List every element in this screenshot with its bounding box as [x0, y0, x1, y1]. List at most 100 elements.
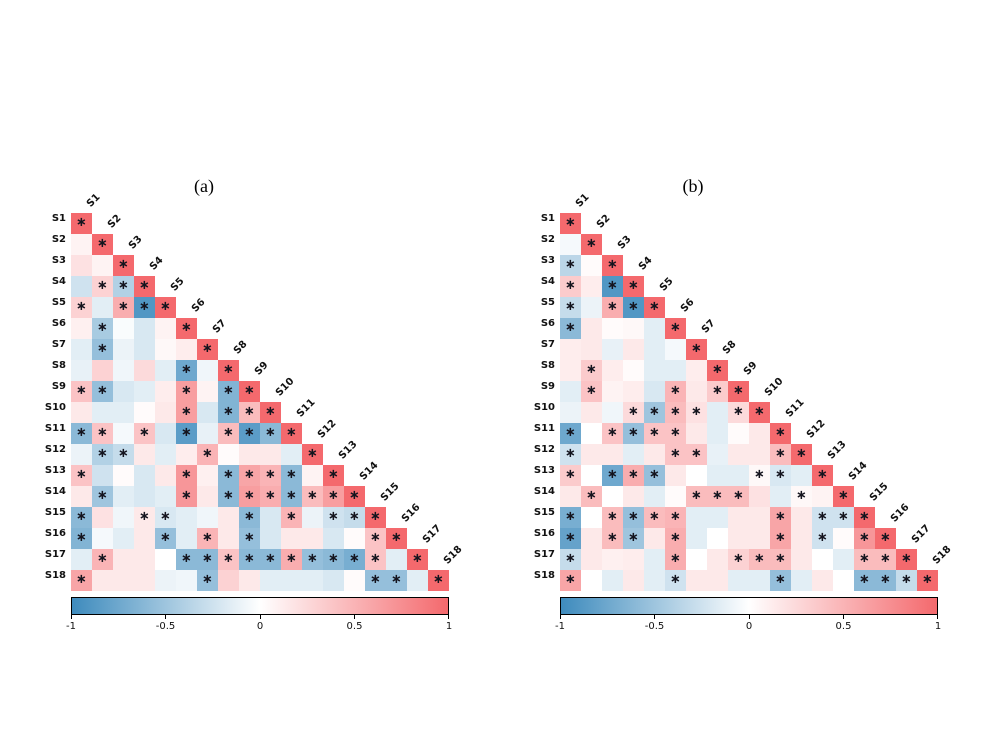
- heatmap-cell: ∗: [728, 381, 749, 402]
- heatmap-cell: ∗: [155, 297, 176, 318]
- heatmap-cell: [344, 528, 365, 549]
- heatmap-cell: ∗: [623, 423, 644, 444]
- heatmap-cell: [134, 549, 155, 570]
- significance-marker: ∗: [880, 530, 891, 545]
- colorbar-tick: [560, 615, 561, 619]
- heatmap-cell: ∗: [686, 444, 707, 465]
- colorbar-tick-label: 1: [445, 621, 453, 632]
- heatmap-cell: ∗: [134, 276, 155, 297]
- heatmap-cell: ∗: [560, 213, 581, 234]
- significance-marker: ∗: [265, 425, 276, 440]
- heatmap-cell: ∗: [770, 423, 791, 444]
- heatmap-cell: ∗: [239, 528, 260, 549]
- significance-marker: ∗: [628, 467, 639, 482]
- significance-marker: ∗: [607, 278, 618, 293]
- row-label: S6: [540, 318, 555, 329]
- significance-marker: ∗: [649, 299, 660, 314]
- heatmap-cell: ∗: [365, 528, 386, 549]
- heatmap-cell: [707, 423, 728, 444]
- heatmap-cell: ∗: [770, 549, 791, 570]
- significance-marker: ∗: [244, 488, 255, 503]
- column-label: S4: [147, 254, 166, 273]
- heatmap-cell: [749, 507, 770, 528]
- heatmap-cell: ∗: [581, 486, 602, 507]
- row-label: S8: [51, 360, 66, 371]
- heatmap-cell: ∗: [770, 444, 791, 465]
- significance-marker: ∗: [691, 488, 702, 503]
- heatmap-cell: [581, 444, 602, 465]
- significance-marker: ∗: [370, 551, 381, 566]
- heatmap-cell: ∗: [260, 486, 281, 507]
- heatmap-cell: ∗: [602, 507, 623, 528]
- significance-marker: ∗: [328, 488, 339, 503]
- heatmap-cell: ∗: [791, 486, 812, 507]
- heatmap-cell: [728, 423, 749, 444]
- heatmap-cell: [155, 423, 176, 444]
- heatmap-cell: [602, 402, 623, 423]
- panel-b-title: (b): [682, 176, 704, 196]
- heatmap-cell: ∗: [560, 549, 581, 570]
- heatmap-cell: [197, 402, 218, 423]
- significance-marker: ∗: [391, 572, 402, 587]
- significance-marker: ∗: [349, 488, 360, 503]
- heatmap-cell: [155, 339, 176, 360]
- heatmap-cell: ∗: [176, 486, 197, 507]
- heatmap-cell: [560, 381, 581, 402]
- heatmap-cell: ∗: [281, 549, 302, 570]
- significance-marker: ∗: [901, 551, 912, 566]
- significance-marker: ∗: [712, 362, 723, 377]
- significance-marker: ∗: [670, 320, 681, 335]
- significance-marker: ∗: [565, 278, 576, 293]
- significance-marker: ∗: [370, 572, 381, 587]
- row-label: S2: [51, 234, 66, 245]
- heatmap-cell: [134, 528, 155, 549]
- heatmap-cell: [155, 381, 176, 402]
- heatmap-cell: ∗: [218, 549, 239, 570]
- row-label: S8: [540, 360, 555, 371]
- significance-marker: ∗: [433, 572, 444, 587]
- significance-marker: ∗: [880, 551, 891, 566]
- significance-marker: ∗: [670, 530, 681, 545]
- heatmap-cell: [581, 423, 602, 444]
- row-label: S17: [44, 549, 66, 560]
- significance-marker: ∗: [76, 467, 87, 482]
- panel-b: (b) ∗ S1 S1 ∗ S2 S2 ∗ ∗ S3 S3 ∗ ∗ ∗ S4 S4 ∗ ∗ ∗ ∗ S5 S5 ∗ ∗ S6 S…: [534, 176, 954, 653]
- significance-marker: ∗: [244, 530, 255, 545]
- heatmap-cell: [176, 528, 197, 549]
- heatmap-cell: [71, 402, 92, 423]
- heatmap-cell: ∗: [749, 402, 770, 423]
- heatmap-cell: ∗: [770, 528, 791, 549]
- heatmap-cell: ∗: [92, 486, 113, 507]
- significance-marker: ∗: [181, 467, 192, 482]
- significance-marker: ∗: [265, 488, 276, 503]
- heatmap-cell: ∗: [896, 570, 917, 591]
- heatmap-cell: ∗: [176, 549, 197, 570]
- panel-a-colorbar: -1 -0.5 0 0.5 1: [66, 597, 453, 642]
- significance-marker: ∗: [649, 509, 660, 524]
- heatmap-cell: [812, 570, 833, 591]
- heatmap-cell: [197, 507, 218, 528]
- panel-a: (a) ∗ S1 S1 ∗ S2 S2 ∗ S3 S3 ∗ ∗ ∗ S4 S4 ∗ ∗ ∗ ∗ S5 S5 ∗ ∗ S6 S6…: [45, 176, 465, 653]
- row-label: S15: [44, 507, 66, 518]
- significance-marker: ∗: [307, 446, 318, 461]
- colorbar-tick: [448, 615, 449, 619]
- significance-marker: ∗: [76, 425, 87, 440]
- significance-marker: ∗: [97, 551, 108, 566]
- row-label: S2: [540, 234, 555, 245]
- colorbar-tick: [843, 615, 844, 619]
- heatmap-cell: [197, 486, 218, 507]
- heatmap-cell: [707, 507, 728, 528]
- heatmap-cell: ∗: [71, 570, 92, 591]
- heatmap-cell: [302, 528, 323, 549]
- heatmap-cell: ∗: [71, 381, 92, 402]
- significance-marker: ∗: [265, 467, 276, 482]
- heatmap-cell: ∗: [218, 381, 239, 402]
- panel-a-colorbar-gradient: [71, 597, 449, 615]
- row-label: S11: [533, 423, 555, 434]
- heatmap-cell: [644, 318, 665, 339]
- column-label: S7: [210, 317, 229, 336]
- panel-b-colorbar-gradient: [560, 597, 938, 615]
- significance-marker: ∗: [139, 299, 150, 314]
- heatmap-cell: ∗: [560, 465, 581, 486]
- heatmap-cell: [134, 318, 155, 339]
